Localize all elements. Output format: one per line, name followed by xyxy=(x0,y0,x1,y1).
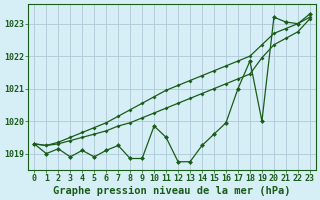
X-axis label: Graphe pression niveau de la mer (hPa): Graphe pression niveau de la mer (hPa) xyxy=(53,186,291,196)
